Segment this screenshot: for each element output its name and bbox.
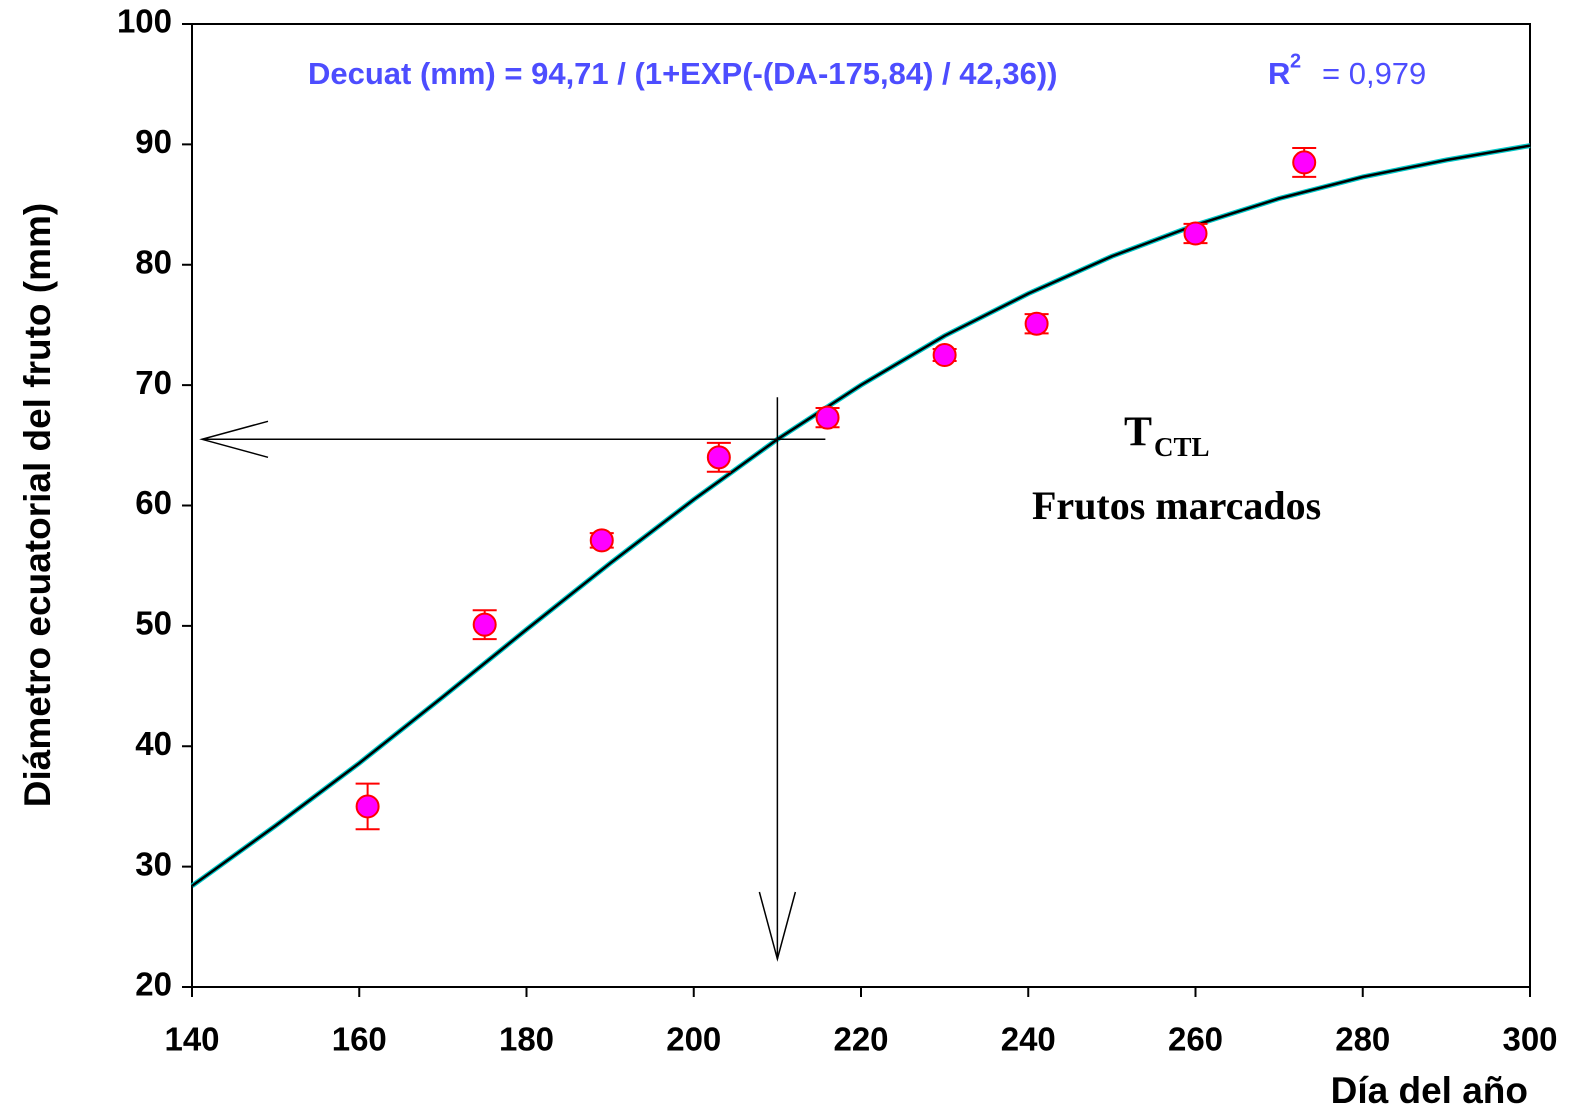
annotation-line2: Frutos marcados [1032,483,1321,528]
x-tick-label: 140 [164,1021,219,1058]
arrow-head-down [758,891,797,962]
fit-curve [191,144,1531,887]
data-point [706,445,731,470]
plot-frame [191,23,1531,988]
r2-value: = 0,979 [1322,56,1426,91]
x-tick-label: 180 [499,1021,554,1058]
x-tick-label: 240 [1001,1021,1056,1058]
y-tick-label: 60 [135,484,172,521]
data-point [1183,221,1208,246]
x-tick-label: 280 [1335,1021,1390,1058]
x-tick-label: 160 [332,1021,387,1058]
x-tick-label: 220 [833,1021,888,1058]
y-tick-label: 70 [135,364,172,401]
r2-sup: 2 [1290,50,1301,72]
y-tick-label: 20 [135,966,172,1003]
annotation-sub: CTL [1154,432,1210,462]
y-tick-label: 30 [135,845,172,882]
r2-label: R [1268,56,1290,91]
x-tick-label: 200 [666,1021,721,1058]
data-point [932,343,957,368]
data-point [1024,311,1049,336]
data-point [1292,150,1317,175]
equation: Decuat (mm) = 94,71 / (1+EXP(-(DA-175,84… [308,56,1057,91]
data-point [589,528,614,553]
data-point [472,612,497,637]
data-point [355,794,380,819]
x-tick-label: 260 [1168,1021,1223,1058]
y-tick-label: 50 [135,605,172,642]
y-tick-label: 80 [135,243,172,280]
data-point [815,405,840,430]
x-tick-label: 300 [1502,1021,1557,1058]
fit-curve-halo [190,143,1531,888]
x-axis-label: Día del año [1331,1070,1528,1111]
y-tick-label: 90 [135,123,172,160]
y-tick-label: 100 [117,3,172,40]
annotation: T [1124,410,1152,456]
y-tick-label: 40 [135,725,172,762]
arrow-head-left [199,420,269,459]
y-axis-label: Diámetro ecuatorial del fruto (mm) [17,203,58,807]
